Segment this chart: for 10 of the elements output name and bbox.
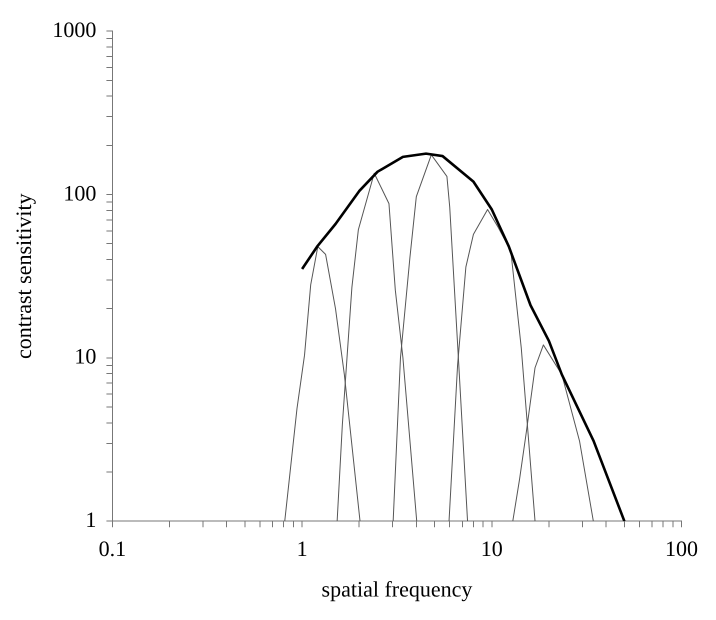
y-tick-label: 100 [63, 180, 96, 206]
x-tick-label: 1 [296, 536, 308, 562]
x-tick-label: 0.1 [98, 536, 126, 562]
y-tick-label: 10 [74, 344, 96, 369]
x-tick-label: 100 [665, 536, 698, 562]
y-tick-label: 1 [85, 506, 96, 532]
x-tick-label: 10 [480, 536, 503, 562]
x-axis-title: spatial frequency [322, 576, 472, 602]
y-tick-label: 1000 [52, 16, 96, 42]
y-axis-title: contrast sensitivity [10, 193, 36, 359]
